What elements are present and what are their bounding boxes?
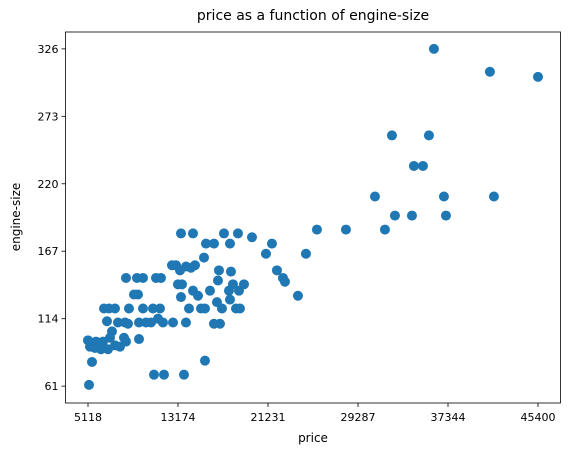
- point: [155, 272, 166, 283]
- point: [122, 318, 133, 329]
- x-tick-label: 13174: [160, 411, 195, 424]
- point: [148, 369, 159, 380]
- y-tick-label: 61: [45, 380, 59, 393]
- point: [225, 266, 236, 277]
- point: [266, 238, 277, 249]
- point: [211, 297, 222, 308]
- y-tick-label: 273: [38, 110, 59, 123]
- point: [224, 238, 235, 249]
- point: [198, 252, 209, 263]
- point: [428, 43, 439, 54]
- point: [213, 265, 224, 276]
- point: [167, 317, 178, 328]
- point: [199, 303, 210, 314]
- point: [95, 344, 106, 355]
- point: [180, 317, 191, 328]
- point: [133, 334, 144, 345]
- point: [174, 265, 185, 276]
- point: [84, 379, 95, 390]
- point: [137, 303, 148, 314]
- point: [488, 191, 499, 202]
- point: [86, 356, 97, 367]
- point: [233, 285, 244, 296]
- y-tick-label: 114: [38, 313, 59, 326]
- y-tick-label: 167: [38, 245, 59, 258]
- point: [112, 317, 123, 328]
- y-axis-label: engine-size: [9, 183, 23, 252]
- point: [101, 316, 112, 327]
- x-tick-label: 37344: [431, 411, 466, 424]
- point: [208, 238, 219, 249]
- point: [104, 303, 115, 314]
- point: [137, 272, 148, 283]
- point: [208, 318, 219, 329]
- point: [300, 248, 311, 259]
- point: [232, 228, 243, 239]
- point: [133, 317, 144, 328]
- point: [340, 224, 351, 235]
- point: [533, 71, 544, 82]
- point: [199, 355, 210, 366]
- point: [417, 160, 428, 171]
- x-axis-label: price: [298, 431, 328, 445]
- point: [260, 248, 271, 259]
- point: [200, 238, 211, 249]
- point: [154, 303, 165, 314]
- point: [271, 265, 282, 276]
- axes-frame: [65, 31, 561, 404]
- point: [147, 303, 158, 314]
- point: [128, 289, 139, 300]
- point: [212, 275, 223, 286]
- point: [224, 294, 235, 305]
- point: [386, 130, 397, 141]
- point: [440, 210, 451, 221]
- x-tick-label: 29287: [340, 411, 375, 424]
- point: [279, 276, 290, 287]
- point: [120, 272, 131, 283]
- point: [369, 191, 380, 202]
- point: [234, 303, 245, 314]
- point: [183, 303, 194, 314]
- x-tick-label: 45400: [521, 411, 556, 424]
- point: [145, 317, 156, 328]
- point: [192, 290, 203, 301]
- point: [406, 210, 417, 221]
- point: [223, 285, 234, 296]
- point: [218, 228, 229, 239]
- point: [311, 224, 322, 235]
- point: [484, 66, 495, 77]
- point: [187, 228, 198, 239]
- point: [246, 232, 257, 243]
- point: [123, 303, 134, 314]
- point: [158, 369, 169, 380]
- point: [157, 317, 168, 328]
- point: [292, 290, 303, 301]
- point: [423, 130, 434, 141]
- point: [166, 260, 177, 271]
- point: [118, 332, 129, 343]
- x-tick-label: 21231: [251, 411, 286, 424]
- point: [97, 336, 108, 347]
- point: [204, 285, 215, 296]
- point: [408, 160, 419, 171]
- y-tick-label: 326: [38, 43, 59, 56]
- point: [176, 279, 187, 290]
- point: [185, 262, 196, 273]
- point: [175, 292, 186, 303]
- point: [175, 228, 186, 239]
- x-tick-label: 5118: [74, 411, 102, 424]
- chart-title: price as a function of engine-size: [197, 8, 429, 24]
- point: [389, 210, 400, 221]
- point: [178, 369, 189, 380]
- y-tick-label: 220: [38, 178, 59, 191]
- point: [438, 191, 449, 202]
- point: [379, 224, 390, 235]
